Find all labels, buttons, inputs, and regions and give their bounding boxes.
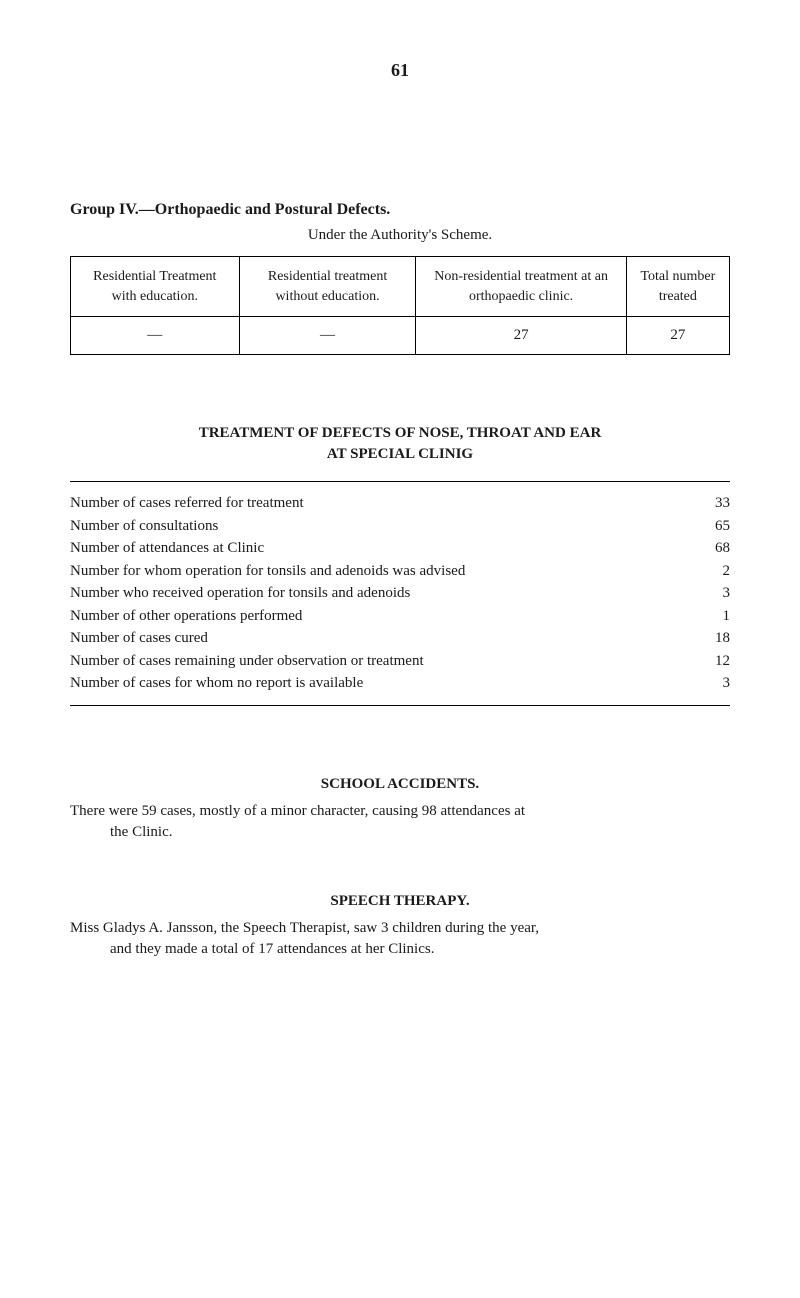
list-item: Number of cases referred for treatment 3… xyxy=(70,492,730,515)
list-item: Number of cases remaining under observat… xyxy=(70,650,730,673)
table-header: Residential treatment without education. xyxy=(239,257,416,317)
group-subtitle: Under the Authority's Scheme. xyxy=(70,227,730,244)
list-item: Number of cases for whom no report is av… xyxy=(70,672,730,695)
item-label: Number who received operation for tonsil… xyxy=(70,582,690,605)
list-item: Number of other operations performed 1 xyxy=(70,605,730,628)
accidents-line2: the Clinic. xyxy=(70,822,730,843)
defects-list: Number of cases referred for treatment 3… xyxy=(70,481,730,706)
item-value: 2 xyxy=(690,560,730,583)
list-item: Number of cases cured 18 xyxy=(70,627,730,650)
item-value: 12 xyxy=(690,650,730,673)
item-value: 18 xyxy=(690,627,730,650)
table-cell: 27 xyxy=(416,317,626,355)
item-label: Number of cases for whom no report is av… xyxy=(70,672,690,695)
item-label: Number of cases cured xyxy=(70,627,690,650)
item-value: 33 xyxy=(690,492,730,515)
table-header: Residential Treatment with education. xyxy=(71,257,240,317)
table-row: — — 27 27 xyxy=(71,317,730,355)
list-item: Number for whom operation for tonsils an… xyxy=(70,560,730,583)
item-label: Number of cases remaining under observat… xyxy=(70,650,690,673)
speech-heading: SPEECH THERAPY. xyxy=(70,893,730,910)
item-value: 65 xyxy=(690,515,730,538)
table-cell: — xyxy=(71,317,240,355)
page-number: 61 xyxy=(70,60,730,81)
item-label: Number for whom operation for tonsils an… xyxy=(70,560,690,583)
table-header: Non-residential treatment at an orthopae… xyxy=(416,257,626,317)
table-cell: — xyxy=(239,317,416,355)
speech-line2: and they made a total of 17 attendances … xyxy=(70,941,434,957)
treatment-heading-1: TREATMENT OF DEFECTS OF NOSE, THROAT AND… xyxy=(70,425,730,442)
item-label: Number of consultations xyxy=(70,515,690,538)
item-value: 3 xyxy=(690,582,730,605)
orthopaedic-table: Residential Treatment with education. Re… xyxy=(70,256,730,355)
accidents-heading: SCHOOL ACCIDENTS. xyxy=(70,776,730,793)
accidents-text: There were 59 cases, mostly of a minor c… xyxy=(70,801,730,843)
treatment-heading-2: AT SPECIAL CLINIG xyxy=(70,446,730,463)
item-label: Number of cases referred for treatment xyxy=(70,492,690,515)
item-value: 1 xyxy=(690,605,730,628)
item-value: 3 xyxy=(690,672,730,695)
item-label: Number of attendances at Clinic xyxy=(70,537,690,560)
speech-text: Miss Gladys A. Jansson, the Speech Thera… xyxy=(70,918,730,960)
table-header: Total number treated xyxy=(626,257,729,317)
list-item: Number of consultations 65 xyxy=(70,515,730,538)
group-title: Group IV.—Orthopaedic and Postural Defec… xyxy=(70,201,730,219)
table-cell: 27 xyxy=(626,317,729,355)
item-value: 68 xyxy=(690,537,730,560)
accidents-line1: There were 59 cases, mostly of a minor c… xyxy=(70,803,525,819)
item-label: Number of other operations performed xyxy=(70,605,690,628)
speech-line1: Miss Gladys A. Jansson, the Speech Thera… xyxy=(70,920,539,936)
list-item: Number who received operation for tonsil… xyxy=(70,582,730,605)
list-item: Number of attendances at Clinic 68 xyxy=(70,537,730,560)
